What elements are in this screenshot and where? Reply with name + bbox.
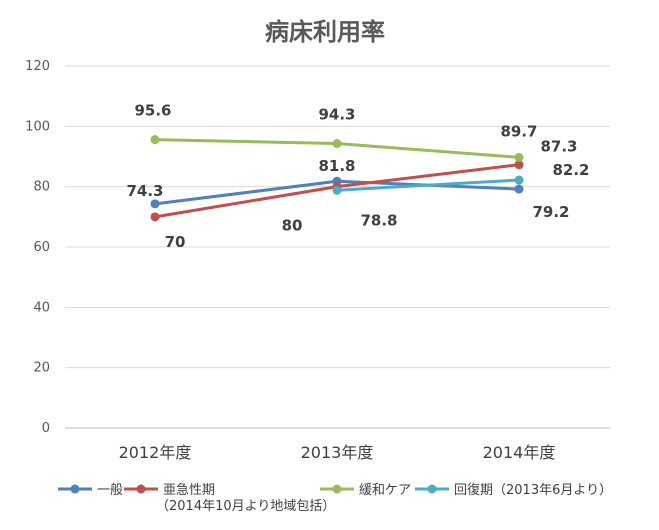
data-label: 95.6 bbox=[134, 102, 171, 120]
data-label: 74.3 bbox=[126, 182, 163, 200]
data-label: 78.8 bbox=[360, 211, 397, 229]
y-tick-label: 0 bbox=[42, 421, 50, 436]
legend-label: 亜急性期 bbox=[163, 483, 215, 498]
chart-title: 病床利用率 bbox=[265, 18, 385, 46]
data-label: 79.2 bbox=[532, 203, 569, 221]
series-group bbox=[150, 135, 524, 222]
data-point bbox=[150, 135, 160, 145]
series-line bbox=[336, 178, 520, 192]
legend: 一般 亜急性期（2014年10月より地域包括） 緩和ケア 回復期（2013年6月より） bbox=[58, 482, 612, 514]
legend-label: 回復期（2013年6月より） bbox=[454, 482, 612, 498]
data-label: 70 bbox=[165, 233, 186, 251]
legend-label: 一般 bbox=[97, 482, 123, 498]
data-point bbox=[332, 185, 342, 195]
y-tick-label: 40 bbox=[33, 300, 50, 315]
y-tick-label: 100 bbox=[25, 119, 50, 134]
legend-marker bbox=[332, 484, 342, 494]
y-tick-label: 120 bbox=[25, 59, 50, 74]
data-point bbox=[514, 184, 524, 194]
data-labels: 74.3 81.8 79.2 70 80 87.3 95.6 94.3 89.7 78.8 82.2 bbox=[126, 102, 589, 251]
x-axis-ticks: 2012年度 2013年度 2014年度 bbox=[119, 443, 556, 462]
data-point bbox=[150, 212, 160, 222]
data-point bbox=[514, 175, 524, 185]
data-label: 80 bbox=[282, 217, 303, 235]
legend-marker bbox=[136, 484, 146, 494]
legend-label-note: （2014年10月より地域包括） bbox=[156, 499, 335, 514]
data-label: 94.3 bbox=[318, 106, 355, 124]
y-tick-label: 60 bbox=[33, 240, 50, 255]
data-point bbox=[514, 160, 524, 170]
data-point bbox=[332, 139, 342, 149]
x-tick-label: 2013年度 bbox=[301, 443, 374, 462]
legend-marker bbox=[427, 484, 437, 494]
data-label: 82.2 bbox=[552, 161, 589, 179]
data-label: 89.7 bbox=[500, 122, 537, 140]
y-tick-label: 80 bbox=[33, 180, 50, 195]
y-tick-label: 20 bbox=[33, 361, 50, 376]
x-tick-label: 2014年度 bbox=[483, 443, 556, 462]
data-point bbox=[514, 152, 524, 162]
legend-marker bbox=[70, 484, 80, 494]
y-axis-ticks: 0 20 40 60 80 100 120 bbox=[25, 59, 50, 436]
data-point bbox=[150, 199, 160, 209]
x-tick-label: 2012年度 bbox=[119, 443, 192, 462]
data-label: 87.3 bbox=[540, 138, 577, 156]
legend-label: 緩和ケア bbox=[359, 483, 411, 498]
data-label: 81.8 bbox=[318, 157, 355, 175]
